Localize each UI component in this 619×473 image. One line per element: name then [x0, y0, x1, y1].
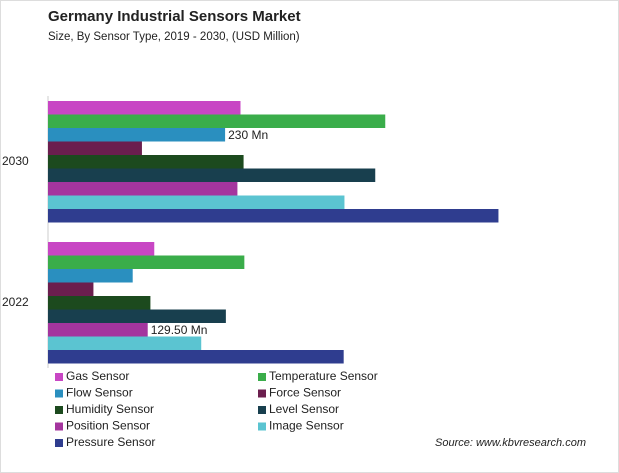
legend-label: Pressure Sensor: [66, 435, 155, 449]
legend-swatch: [55, 373, 63, 381]
bar: [48, 101, 241, 115]
y-tick-label: 2022: [2, 295, 29, 309]
bar: [48, 309, 226, 323]
bar: [48, 255, 245, 269]
legend-swatch: [55, 422, 63, 431]
bar: [48, 195, 345, 209]
chart-subtitle: Size, By Sensor Type, 2019 - 2030, (USD …: [48, 31, 300, 43]
bar: [48, 114, 386, 128]
bar: [48, 209, 499, 223]
bar: [48, 182, 238, 196]
legend-label: Image Sensor: [269, 419, 344, 433]
bar: [48, 242, 155, 256]
legend-label: Level Sensor: [269, 402, 339, 416]
legend-swatch: [55, 439, 63, 447]
legend-label: Flow Sensor: [66, 386, 133, 400]
bar: [48, 350, 344, 364]
legend-label: Position Sensor: [66, 419, 150, 433]
bar: [48, 323, 148, 337]
bar: [48, 282, 94, 296]
legend-swatch: [258, 406, 266, 414]
bar: [48, 269, 133, 283]
bar: [48, 128, 226, 142]
legend-swatch: [55, 389, 63, 398]
bar: [48, 296, 151, 310]
value-label: 129.50 Mn: [151, 323, 208, 337]
legend-label: Temperature Sensor: [269, 369, 378, 383]
bar: [48, 141, 142, 155]
legend-label: Gas Sensor: [66, 369, 129, 383]
legend-label: Force Sensor: [269, 386, 341, 400]
bar: [48, 336, 202, 350]
bar: [48, 155, 244, 169]
legend-swatch: [258, 422, 266, 431]
chart-title: Germany Industrial Sensors Market: [48, 8, 301, 25]
bar: [48, 168, 376, 182]
legend-swatch: [258, 389, 266, 398]
legend-label: Humidity Sensor: [66, 402, 154, 416]
y-tick-label: 2030: [2, 154, 29, 168]
value-label: 230 Mn: [228, 128, 268, 142]
source: Source: www.kbvresearch.com: [435, 437, 586, 449]
legend-swatch: [55, 406, 63, 414]
legend-swatch: [258, 373, 266, 381]
